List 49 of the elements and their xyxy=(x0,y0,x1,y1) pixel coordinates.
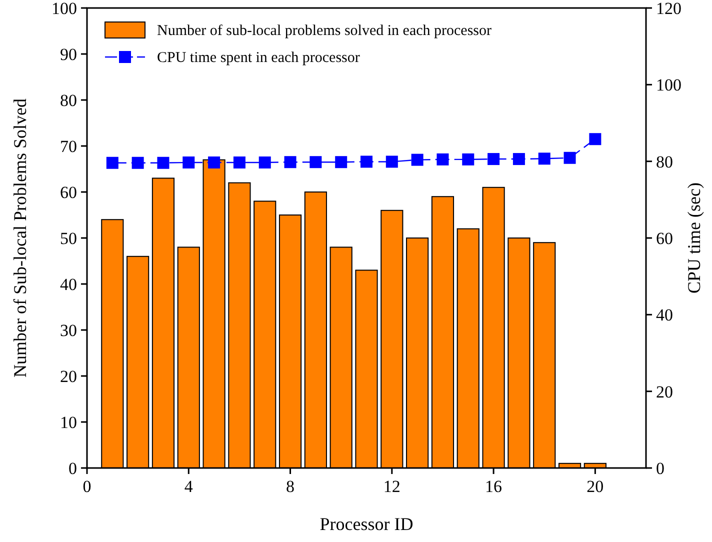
y2-axis-title: CPU time (sec) xyxy=(684,182,704,294)
x-tick-label: 8 xyxy=(286,477,295,496)
point xyxy=(360,156,372,168)
y-tick-label: 80 xyxy=(60,91,77,110)
point xyxy=(182,156,195,168)
point xyxy=(564,152,576,164)
y2-tick-label: 120 xyxy=(656,0,682,18)
y-axis-title: Number of Sub-local Problems Solved xyxy=(10,98,30,378)
y2-tick-label: 20 xyxy=(656,382,673,402)
x-tick-label: 12 xyxy=(383,477,400,496)
point xyxy=(310,156,322,168)
point xyxy=(284,156,296,168)
point xyxy=(436,153,449,166)
y2-tick-label: 80 xyxy=(656,152,673,172)
point xyxy=(233,156,246,168)
point xyxy=(208,156,220,168)
x-axis-title: Processor ID xyxy=(320,514,414,534)
y-tick-label: 10 xyxy=(60,413,77,432)
y-tick-label: 20 xyxy=(60,367,77,386)
x-tick-label: 0 xyxy=(82,477,92,496)
legend-label: CPU time spent in each processor xyxy=(157,50,360,66)
x-tick-label: 20 xyxy=(586,477,604,496)
y-tick-label: 50 xyxy=(60,229,77,248)
y2-tick-label: 0 xyxy=(656,459,664,478)
y-tick-label: 40 xyxy=(60,275,77,294)
point xyxy=(335,156,348,168)
y-tick-label: 70 xyxy=(60,137,77,156)
y-tick-label: 30 xyxy=(60,321,77,340)
y2-tick-label: 60 xyxy=(656,229,673,248)
point xyxy=(106,156,118,169)
point xyxy=(538,152,550,165)
point xyxy=(132,156,144,169)
y2-tick-label: 40 xyxy=(656,306,673,325)
point xyxy=(258,156,271,168)
point xyxy=(512,153,525,166)
y-tick-label: 90 xyxy=(60,45,77,64)
point xyxy=(157,156,170,169)
point xyxy=(488,153,500,166)
y-tick-label: 100 xyxy=(52,0,77,18)
y-tick-label: 0 xyxy=(68,459,77,478)
y-tick-label: 60 xyxy=(60,183,77,202)
point xyxy=(462,153,474,166)
x-tick-label: 4 xyxy=(184,477,194,496)
x-tick-label: 16 xyxy=(485,477,502,496)
y2-tick-label: 100 xyxy=(656,76,682,95)
legend-label: Number of sub-local problems solved in each processor xyxy=(157,23,492,39)
point xyxy=(411,154,424,166)
point xyxy=(386,156,398,168)
point xyxy=(589,133,602,146)
